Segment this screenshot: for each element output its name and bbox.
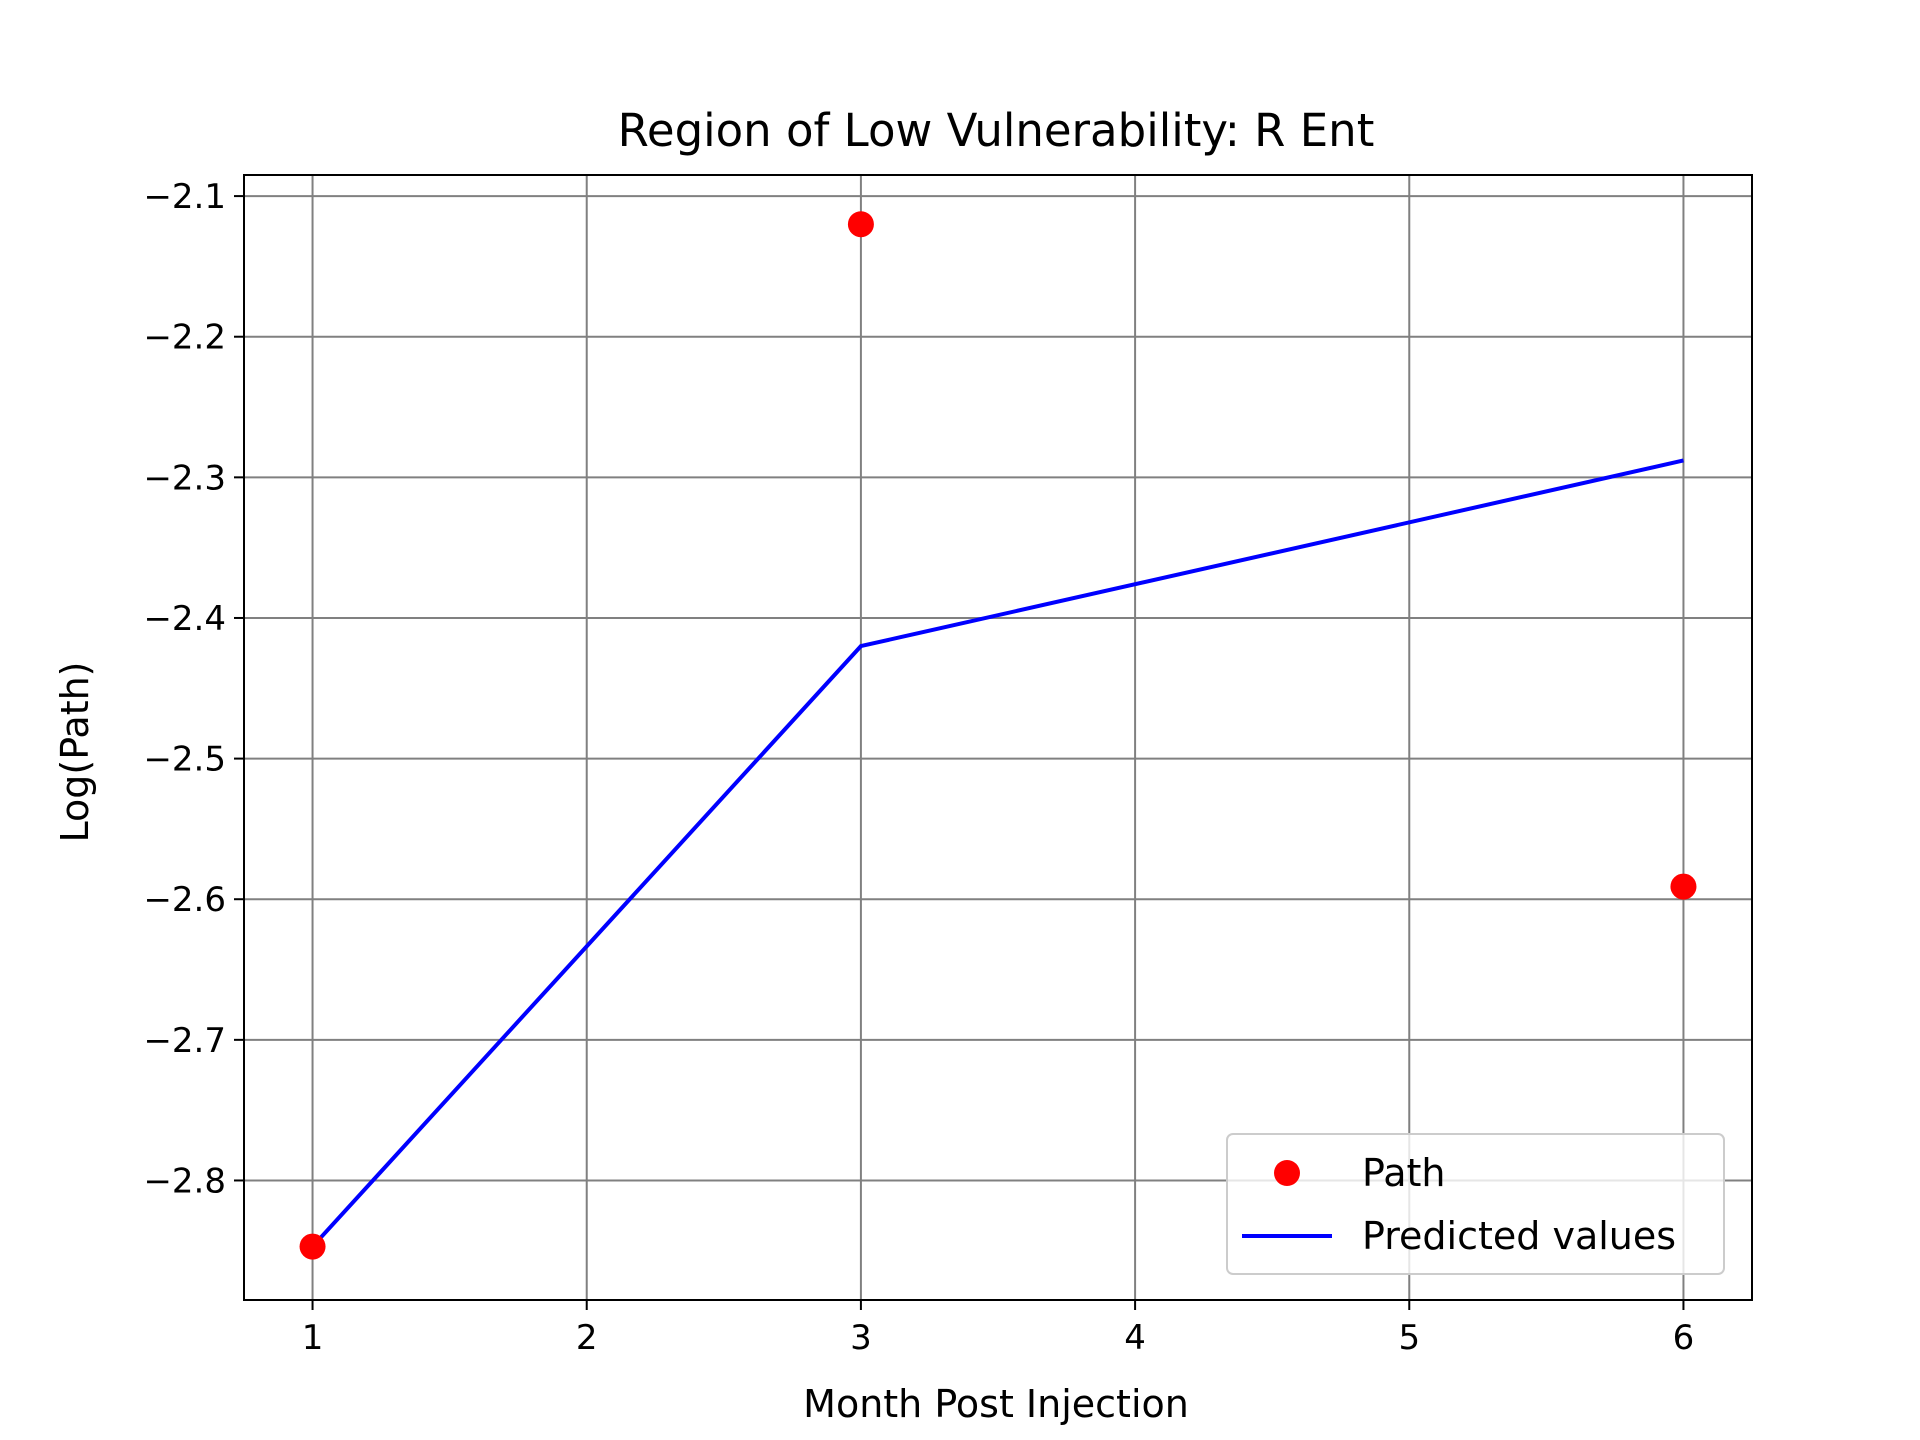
legend-box	[1226, 1133, 1725, 1275]
path-point	[847, 211, 874, 238]
y-tick-label: −2.4	[143, 599, 226, 639]
y-tick-label: −2.1	[143, 177, 226, 217]
predicted-values-line	[311, 458, 1684, 1248]
x-tick-label: 4	[1124, 1318, 1146, 1358]
chart-title: Region of Low Vulnerability: R Ent	[618, 104, 1375, 157]
legend: Path Predicted values	[1226, 1133, 1725, 1275]
x-tick-label: 6	[1673, 1318, 1695, 1358]
y-tick-label: −2.7	[143, 1021, 226, 1061]
plot-frame	[243, 174, 1753, 1301]
y-tick-label: −2.6	[143, 880, 226, 920]
y-tick-label: −2.2	[143, 318, 226, 358]
x-tick-label: 3	[850, 1318, 872, 1358]
x-axis-title: Month Post Injection	[803, 1382, 1189, 1426]
y-tick-label: −2.8	[143, 1161, 226, 1201]
path-point	[299, 1233, 326, 1260]
path-point	[1670, 873, 1697, 900]
legend-label-path: Path	[1362, 1151, 1445, 1195]
plot-series	[299, 211, 1697, 1260]
y-axis-title: Log(Path)	[53, 661, 97, 842]
legend-label-predicted: Predicted values	[1362, 1214, 1676, 1258]
legend-marker-path	[1274, 1160, 1300, 1186]
axis-ticks: 1 2 3 4 5 6 −2.1 −2.2 −2.3 −2.4 −2.5 −2.6 −2.7 −2.8	[143, 177, 1694, 1358]
y-tick-label: −2.3	[143, 458, 226, 498]
x-tick-label: 2	[576, 1318, 598, 1358]
x-tick-label: 1	[302, 1318, 324, 1358]
x-tick-label: 5	[1398, 1318, 1420, 1358]
grid	[244, 175, 1752, 1300]
y-tick-label: −2.5	[143, 740, 226, 780]
